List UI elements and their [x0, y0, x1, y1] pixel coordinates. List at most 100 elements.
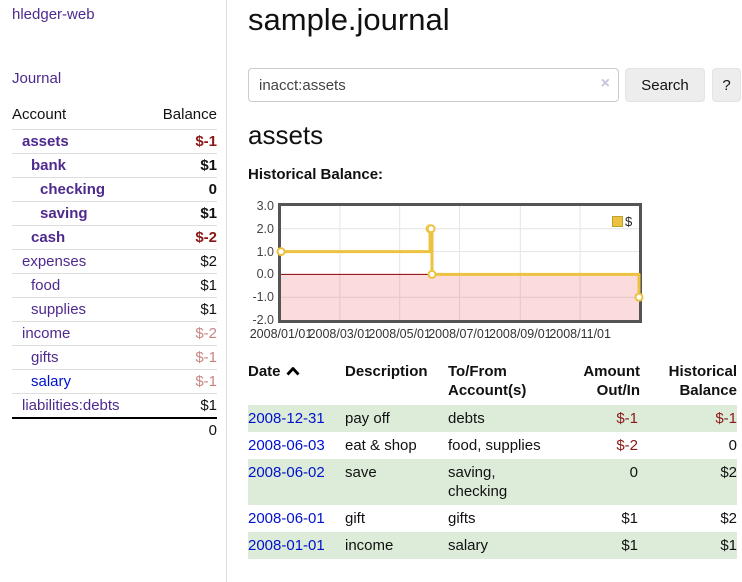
main-content: sample.journal × Search ? assets Histori… — [248, 0, 742, 582]
nav-journal-link[interactable]: Journal — [12, 70, 62, 87]
register-row: 2008-06-01 gift gifts $1 $2 — [248, 505, 737, 532]
account-row: salary $-1 — [12, 369, 217, 394]
page-title: sample.journal — [248, 2, 450, 37]
x-tick-label: 2008/03/01 — [308, 327, 372, 341]
account-row: cash $-2 — [12, 225, 217, 250]
transaction-balance: $-1 — [715, 410, 737, 427]
register-row: 2008-12-31 pay off debts $-1 $-1 — [248, 405, 737, 432]
account-balance: $2 — [148, 249, 217, 274]
register-table-body: 2008-12-31 pay off debts $-1 $-1 2008-06-03 ea… — [248, 405, 737, 559]
transaction-date-link[interactable]: 2008-06-01 — [248, 510, 325, 527]
chart-canvas — [276, 206, 644, 320]
account-row: liabilities:debts $1 — [12, 393, 217, 418]
x-tick-label: 2008/07/01 — [428, 327, 491, 341]
x-tick-label: 2008/05/01 — [368, 327, 431, 341]
account-row: saving $1 — [12, 201, 217, 226]
account-link[interactable]: gifts — [31, 349, 59, 366]
transaction-description: income — [345, 537, 394, 554]
y-tick-label: 1.0 — [256, 244, 274, 259]
account-balance: $-2 — [148, 225, 217, 250]
transaction-date-link[interactable]: 2008-06-03 — [248, 437, 325, 454]
search-box: × — [248, 68, 619, 102]
transaction-accounts: saving, checking — [448, 464, 508, 500]
transaction-accounts: gifts — [448, 510, 476, 527]
transaction-accounts: food, supplies — [448, 437, 541, 454]
accounts-table-body: assets $-1 bank $1 checking 0 saving $1 cash $-2 e… — [12, 129, 217, 418]
account-link[interactable]: salary — [31, 373, 72, 390]
y-tick-label: -1.0 — [252, 290, 274, 305]
column-header-amount: Amount Out/In — [583, 363, 640, 399]
account-link[interactable]: liabilities:debts — [22, 397, 120, 414]
chart-plot-area: $ — [276, 203, 644, 323]
account-link[interactable]: assets — [22, 133, 69, 150]
account-row: assets $-1 — [12, 129, 217, 154]
chart-legend: $ — [612, 214, 632, 229]
account-link[interactable]: saving — [40, 205, 88, 222]
account-row: bank $1 — [12, 153, 217, 178]
accounts-table: Account Balance assets $-1 bank $1 checking 0… — [12, 103, 217, 442]
account-balance: $1 — [148, 393, 217, 418]
transaction-date-link[interactable]: 2008-06-02 — [248, 464, 325, 481]
account-balance: $1 — [148, 297, 217, 322]
transaction-accounts: salary — [448, 537, 489, 554]
register-table: Date Description To/From Account(s) Amou… — [248, 360, 737, 559]
account-link[interactable]: food — [31, 277, 61, 294]
chart-y-axis: 3.0 2.0 1.0 0.0 -1.0 -2.0 — [248, 198, 274, 328]
transaction-description: save — [345, 464, 377, 481]
transaction-date-link[interactable]: 2008-12-31 — [248, 410, 325, 427]
y-tick-label: 3.0 — [256, 199, 274, 213]
historical-balance-chart: 3.0 2.0 1.0 0.0 -1.0 -2.0 $ 2008/01/01 2008/03… — [248, 198, 668, 344]
account-row: gifts $-1 — [12, 345, 217, 370]
transaction-description: gift — [345, 510, 366, 527]
register-row: 2008-06-02 save saving, checking 0 $2 — [248, 459, 737, 505]
account-balance: $1 — [148, 273, 217, 298]
search-input[interactable] — [248, 68, 619, 102]
accounts-total-row: 0 — [12, 417, 217, 442]
account-balance: $1 — [148, 201, 217, 226]
transaction-amount: $1 — [621, 537, 638, 554]
transaction-description: pay off — [345, 410, 390, 427]
transaction-amount: $1 — [621, 510, 638, 527]
register-row: 2008-06-03 eat & shop food, supplies $-2 0 — [248, 432, 737, 459]
transaction-balance: $2 — [720, 464, 737, 481]
account-link[interactable]: expenses — [22, 253, 87, 270]
search-button[interactable]: Search — [625, 68, 705, 102]
x-tick-label: 2008/09/01 — [489, 327, 552, 341]
sort-ascending-icon — [285, 367, 300, 376]
account-balance: $-1 — [148, 345, 217, 370]
brand-link[interactable]: hledger-web — [12, 6, 95, 23]
x-tick-label: 2008/01/01 — [249, 327, 313, 341]
date-header-label: Date — [248, 363, 281, 380]
account-link[interactable]: income — [22, 325, 71, 342]
legend-swatch-icon — [612, 216, 623, 227]
y-tick-label: 2.0 — [256, 221, 274, 236]
chart-title: Historical Balance: — [248, 166, 384, 183]
help-button[interactable]: ? — [712, 68, 741, 102]
account-row: income $-2 — [12, 321, 217, 346]
account-row: supplies $1 — [12, 297, 217, 322]
accounts-total-value: 0 — [148, 417, 217, 442]
transaction-amount: $-2 — [616, 437, 638, 454]
column-header-date[interactable]: Date — [248, 360, 345, 405]
account-link[interactable]: supplies — [31, 301, 87, 318]
transaction-date-link[interactable]: 2008-01-01 — [248, 537, 325, 554]
transaction-accounts: debts — [448, 410, 485, 427]
legend-label: $ — [625, 214, 633, 229]
column-header-description: Description — [345, 363, 428, 380]
transaction-description: eat & shop — [345, 437, 417, 454]
column-header-balance: Historical Balance — [668, 363, 737, 399]
account-balance: $1 — [148, 153, 217, 178]
balance-column-header: Balance — [162, 106, 217, 123]
account-link[interactable]: cash — [31, 229, 66, 246]
transaction-balance: 0 — [728, 437, 737, 454]
account-row: expenses $2 — [12, 249, 217, 274]
account-row: checking 0 — [12, 177, 217, 202]
x-tick-label: 2008/11/01 — [549, 327, 611, 341]
account-heading: assets — [248, 120, 324, 150]
clear-search-icon[interactable]: × — [600, 75, 610, 92]
sidebar: hledger-web Journal Account Balance asse… — [0, 0, 227, 582]
account-link[interactable]: checking — [40, 181, 106, 198]
account-balance: $-2 — [148, 321, 217, 346]
account-link[interactable]: bank — [31, 157, 67, 174]
